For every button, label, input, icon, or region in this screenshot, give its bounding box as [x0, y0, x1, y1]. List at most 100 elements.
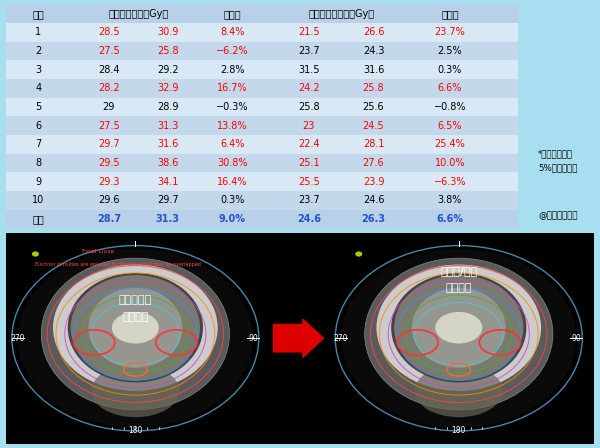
Text: 29.7: 29.7	[157, 195, 179, 206]
Bar	[6, 191, 518, 210]
Bar	[6, 135, 518, 154]
Ellipse shape	[68, 273, 203, 383]
Ellipse shape	[435, 312, 482, 344]
Text: 34.1: 34.1	[157, 177, 178, 187]
Text: 平均: 平均	[32, 214, 44, 224]
Text: 24.3: 24.3	[363, 46, 384, 56]
Text: 5%以上の症例: 5%以上の症例	[538, 164, 578, 172]
Text: 6.6%: 6.6%	[436, 214, 463, 224]
Text: 25.8: 25.8	[157, 46, 179, 56]
Ellipse shape	[365, 258, 553, 410]
Bar	[6, 210, 518, 228]
Bar	[6, 42, 518, 60]
Text: 0.3%: 0.3%	[438, 65, 462, 75]
Text: 耳下腺萎縮: 耳下腺萎縮	[119, 295, 152, 306]
Text: Final Dose: Final Dose	[82, 250, 115, 254]
Text: 29.6: 29.6	[98, 195, 119, 206]
Text: 3: 3	[35, 65, 41, 75]
Text: 27.5: 27.5	[98, 121, 120, 131]
Text: 180: 180	[128, 426, 143, 435]
Text: 25.1: 25.1	[298, 158, 320, 168]
Text: 29.7: 29.7	[98, 139, 120, 150]
Text: 22.4: 22.4	[298, 139, 320, 150]
Text: 3.8%: 3.8%	[438, 195, 462, 206]
Text: *赤字は変化率: *赤字は変化率	[538, 149, 573, 158]
Text: 29.5: 29.5	[98, 158, 120, 168]
Text: 症例: 症例	[32, 9, 44, 19]
Text: 23.7%: 23.7%	[434, 27, 466, 38]
Text: 4: 4	[35, 83, 41, 94]
Text: 5: 5	[35, 102, 41, 112]
Text: 2: 2	[35, 46, 41, 56]
Text: 23.9: 23.9	[363, 177, 384, 187]
Bar	[6, 60, 518, 79]
Text: 31.6: 31.6	[363, 65, 384, 75]
Text: 270: 270	[11, 334, 25, 343]
Text: 10.0%: 10.0%	[434, 158, 465, 168]
Ellipse shape	[53, 264, 218, 391]
Text: 10: 10	[32, 195, 44, 206]
Ellipse shape	[394, 275, 523, 380]
Bar	[6, 98, 518, 116]
Ellipse shape	[41, 258, 229, 410]
Text: 27.5: 27.5	[98, 46, 120, 56]
Text: 32.9: 32.9	[157, 83, 178, 94]
Ellipse shape	[376, 264, 541, 391]
Ellipse shape	[18, 249, 253, 428]
Text: 7: 7	[35, 139, 41, 150]
Text: 31.3: 31.3	[157, 121, 178, 131]
Text: 16.7%: 16.7%	[217, 83, 248, 94]
Text: 耳下腺/脏高: 耳下腺/脏高	[440, 266, 478, 276]
Text: −6.3%: −6.3%	[434, 177, 466, 187]
Text: 28.5: 28.5	[98, 27, 120, 38]
Text: 変化率: 変化率	[441, 9, 459, 19]
Text: 脏高最大線量（Gy）: 脏高最大線量（Gy）	[108, 9, 169, 19]
Bar	[6, 79, 518, 98]
Text: 変化率: 変化率	[224, 9, 241, 19]
Text: 1: 1	[35, 27, 41, 38]
Ellipse shape	[91, 365, 179, 417]
Text: 8.4%: 8.4%	[220, 27, 245, 38]
Ellipse shape	[412, 288, 506, 368]
Text: −0.8%: −0.8%	[434, 102, 466, 112]
Text: 24.2: 24.2	[298, 83, 320, 94]
Bar	[6, 154, 518, 172]
Text: 29.3: 29.3	[98, 177, 119, 187]
Text: Electron densities are equated to densities that may be overlapped: Electron densities are equated to densit…	[35, 262, 201, 267]
Text: 9: 9	[35, 177, 41, 187]
Text: 28.2: 28.2	[98, 83, 120, 94]
Text: 30.8%: 30.8%	[217, 158, 248, 168]
Text: @東北大学病院: @東北大学病院	[538, 211, 578, 220]
Text: 23: 23	[302, 121, 315, 131]
Text: 24.6: 24.6	[363, 195, 384, 206]
Text: 30.9: 30.9	[157, 27, 178, 38]
Text: 0.3%: 0.3%	[220, 195, 245, 206]
Text: 23.7: 23.7	[298, 46, 320, 56]
Bar	[6, 4, 518, 23]
Text: −0.3%: −0.3%	[216, 102, 248, 112]
Text: 23.7: 23.7	[298, 195, 320, 206]
Text: 25.4%: 25.4%	[434, 139, 466, 150]
Text: 38.6: 38.6	[157, 158, 178, 168]
Text: 90: 90	[248, 334, 258, 343]
Ellipse shape	[341, 249, 577, 428]
Text: 6.5%: 6.5%	[437, 121, 462, 131]
Text: 8: 8	[35, 158, 41, 168]
Text: 180: 180	[452, 426, 466, 435]
Ellipse shape	[355, 251, 362, 257]
Ellipse shape	[112, 312, 159, 344]
Text: 6.4%: 6.4%	[220, 139, 245, 150]
Text: 26.3: 26.3	[361, 214, 386, 224]
Text: 26.6: 26.6	[363, 27, 384, 38]
Text: 31.6: 31.6	[157, 139, 178, 150]
Ellipse shape	[391, 273, 526, 383]
Text: 6: 6	[35, 121, 41, 131]
Bar	[6, 116, 518, 135]
Text: 90: 90	[571, 334, 581, 343]
Text: 耳下腺平均線量（Gy）: 耳下腺平均線量（Gy）	[308, 9, 374, 19]
Text: 2.5%: 2.5%	[437, 46, 462, 56]
Text: 27.6: 27.6	[362, 158, 385, 168]
Ellipse shape	[32, 251, 39, 257]
Text: 体重減少: 体重減少	[122, 312, 149, 322]
Bar	[6, 23, 518, 42]
